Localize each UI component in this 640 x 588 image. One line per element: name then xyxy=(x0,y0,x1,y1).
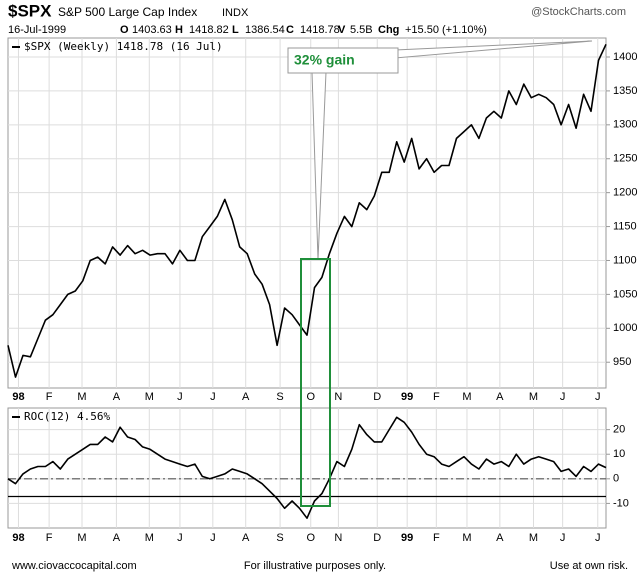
quote-value: 1386.54 xyxy=(245,24,285,36)
x-tick-label: A xyxy=(113,391,121,403)
x-tick-label: A xyxy=(496,532,504,544)
x-tick-label: M xyxy=(145,391,154,403)
x-tick-label: J xyxy=(595,391,601,403)
y-tick-label: 1150 xyxy=(613,220,637,232)
quote-value: 1403.63 xyxy=(132,24,172,36)
line-series xyxy=(7,43,607,378)
quote-label: Chg xyxy=(378,24,399,36)
x-tick-label: A xyxy=(242,532,250,544)
x-tick-label: O xyxy=(306,391,315,403)
x-tick-label: F xyxy=(46,532,53,544)
x-tick-label: M xyxy=(145,532,154,544)
quote-label: L xyxy=(232,24,239,36)
x-tick-label: 98 xyxy=(12,391,24,403)
x-tick-label: J xyxy=(210,532,216,544)
x-tick-label: F xyxy=(46,391,53,403)
symbol: $SPX xyxy=(8,1,52,20)
x-tick-label: J xyxy=(560,391,566,403)
panel-title: $SPX (Weekly) 1418.78 (16 Jul) xyxy=(24,40,223,53)
x-tick-label: J xyxy=(177,391,183,403)
x-tick-label: J xyxy=(210,391,216,403)
x-tick-label: O xyxy=(306,532,315,544)
x-tick-label: 99 xyxy=(401,532,413,544)
y-tick-label: 0 xyxy=(613,473,619,485)
x-tick-label: D xyxy=(373,391,381,403)
x-tick-label: F xyxy=(433,532,440,544)
y-tick-label: -10 xyxy=(613,497,629,509)
line-series xyxy=(7,416,607,519)
x-tick-label: M xyxy=(462,532,471,544)
x-tick-label: 98 xyxy=(12,532,24,544)
x-tick-label: J xyxy=(595,532,601,544)
x-tick-label: A xyxy=(242,391,250,403)
quote-label: H xyxy=(175,24,183,36)
y-tick-label: 10 xyxy=(613,448,625,460)
panel-frame xyxy=(7,37,607,389)
annotation-box xyxy=(287,47,399,74)
x-tick-label: M xyxy=(529,391,538,403)
y-tick-label: 1400 xyxy=(613,51,637,63)
panel-frame xyxy=(7,407,607,529)
quote-label: C xyxy=(286,24,294,36)
date: 16-Jul-1999 xyxy=(8,24,66,36)
x-tick-label: M xyxy=(529,532,538,544)
y-tick-label: 950 xyxy=(613,356,631,368)
quote-label: V xyxy=(338,24,346,36)
x-tick-label: D xyxy=(373,532,381,544)
index-name: S&P 500 Large Cap Index xyxy=(58,5,197,19)
y-tick-label: 1200 xyxy=(613,187,637,199)
x-tick-label: S xyxy=(276,391,283,403)
x-tick-label: S xyxy=(276,532,283,544)
y-tick-label: 1000 xyxy=(613,322,637,334)
y-tick-label: 1350 xyxy=(613,85,637,97)
x-tick-label: M xyxy=(77,391,86,403)
x-tick-label: J xyxy=(177,532,183,544)
x-tick-label: A xyxy=(496,391,504,403)
footer-center: For illustrative purposes only. xyxy=(244,560,386,572)
x-tick-label: N xyxy=(334,532,342,544)
quote-label: O xyxy=(120,24,129,36)
x-tick-label: M xyxy=(462,391,471,403)
x-tick-label: N xyxy=(334,391,342,403)
quote-value: +15.50 (+1.10%) xyxy=(405,24,487,36)
x-tick-label: M xyxy=(77,532,86,544)
x-tick-label: F xyxy=(433,391,440,403)
y-tick-label: 1100 xyxy=(613,254,637,266)
footer-left: www.ciovaccocapital.com xyxy=(11,560,137,572)
source: @StockCharts.com xyxy=(531,6,626,18)
highlight-box xyxy=(300,258,331,507)
x-tick-label: 99 xyxy=(401,391,413,403)
x-tick-label: J xyxy=(560,532,566,544)
y-tick-label: 1300 xyxy=(613,119,637,131)
footer-right: Use at own risk. xyxy=(550,560,628,572)
annotation: 32% gain xyxy=(294,52,355,68)
panel-title: ROC(12) 4.56% xyxy=(24,410,110,423)
quote-value: 5.5B xyxy=(350,24,373,36)
y-tick-label: 1250 xyxy=(613,153,637,165)
y-tick-label: 20 xyxy=(613,424,625,436)
quote-value: 1418.78 xyxy=(300,24,340,36)
quote-value: 1418.82 xyxy=(189,24,229,36)
exchange: INDX xyxy=(222,7,249,19)
y-tick-label: 1050 xyxy=(613,288,637,300)
x-tick-label: A xyxy=(113,532,121,544)
